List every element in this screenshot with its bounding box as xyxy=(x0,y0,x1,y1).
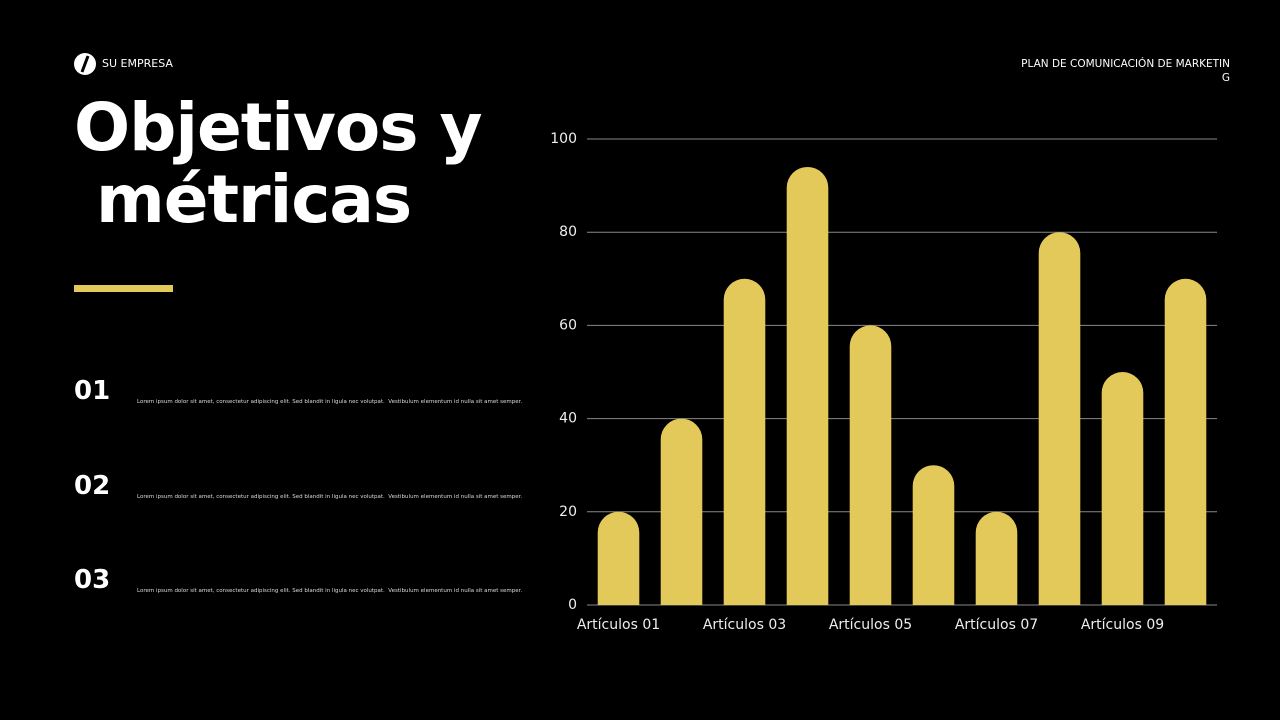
item-number: 03 xyxy=(74,565,111,595)
x-tick-label: Artículos 01 xyxy=(577,617,660,633)
item-number: 02 xyxy=(74,471,111,501)
bar xyxy=(786,166,829,605)
bar xyxy=(597,511,640,605)
y-tick-label: 80 xyxy=(559,224,577,240)
y-tick-label: 20 xyxy=(559,504,577,520)
accent-bar xyxy=(74,285,173,292)
bar xyxy=(1101,372,1144,605)
x-tick-label: Artículos 07 xyxy=(955,617,1038,633)
bar xyxy=(1164,278,1207,605)
header-subtitle: PLAN DE COMUNICACIÓN DE MARKETING xyxy=(1021,58,1230,84)
y-tick-label: 60 xyxy=(559,317,577,333)
bar xyxy=(912,465,955,605)
x-tick-label: Artículos 03 xyxy=(703,617,786,633)
bar xyxy=(975,511,1018,605)
y-tick-label: 0 xyxy=(568,597,577,613)
x-tick-label: Artículos 05 xyxy=(829,617,912,633)
bar xyxy=(1038,232,1081,605)
bar xyxy=(660,418,703,605)
item-text: Lorem ipsum dolor sit amet, consectetur … xyxy=(137,494,523,500)
item-text: Lorem ipsum dolor sit amet, consectetur … xyxy=(137,399,523,405)
x-tick-label: Artículos 09 xyxy=(1081,617,1164,633)
logo xyxy=(74,53,96,75)
title: Objetivos y métricas xyxy=(74,89,483,238)
item-text: Lorem ipsum dolor sit amet, consectetur … xyxy=(137,588,523,594)
company-name: SU EMPRESA xyxy=(102,57,173,70)
y-tick-label: 40 xyxy=(559,411,577,427)
y-tick-label: 100 xyxy=(550,131,577,147)
bar xyxy=(723,278,766,605)
bar xyxy=(849,325,892,605)
title-line: métricas xyxy=(74,161,412,238)
item-number: 01 xyxy=(74,376,111,406)
title-line: Objetivos y xyxy=(74,89,483,166)
